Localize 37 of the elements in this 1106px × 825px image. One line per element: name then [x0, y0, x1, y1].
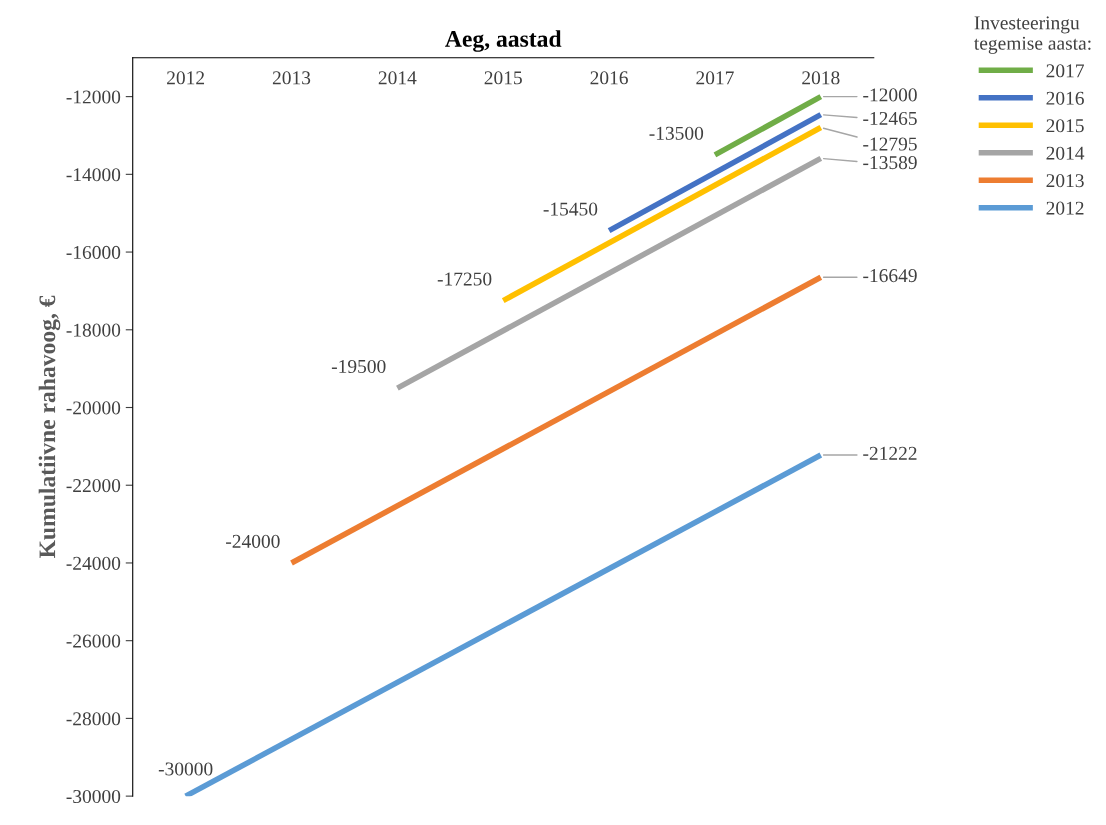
data-label: -17250: [437, 272, 492, 286]
data-label: -13589: [863, 156, 917, 170]
x-tick-label: 2014: [378, 71, 417, 85]
y-tick-label: -18000: [66, 323, 121, 337]
x-tick-label: 2015: [484, 71, 522, 85]
x-tick-label: 2012: [167, 71, 205, 85]
y-tick-label: -22000: [66, 479, 121, 493]
data-label: -21222: [863, 446, 917, 460]
chart-title: Aeg, aastad: [445, 30, 562, 52]
y-axis-title: Kumulatiivne rahavoog, €: [38, 295, 61, 559]
x-tick-label: 2018: [802, 71, 840, 85]
data-label: -19500: [331, 359, 386, 374]
legend-title: Investeeringu tegemise aasta:: [974, 16, 1091, 54]
data-label: -12000: [863, 88, 917, 102]
y-tick-label: -14000: [66, 168, 121, 182]
x-tick-label: 2016: [590, 71, 628, 85]
data-label: -13500: [649, 126, 704, 140]
y-tick-label: -24000: [66, 556, 121, 570]
data-label: -12465: [863, 111, 917, 126]
data-label: -24000: [226, 534, 280, 548]
y-tick-label: -16000: [66, 245, 121, 259]
y-tick-label: -26000: [66, 634, 121, 648]
data-label: -16649: [863, 269, 917, 283]
x-tick-label: 2017: [696, 71, 734, 85]
y-tick-label: -20000: [66, 401, 121, 415]
legend-label: 2016: [1046, 91, 1084, 105]
legend-label: 2013: [1046, 174, 1084, 188]
data-label: -30000: [158, 762, 213, 776]
x-tick-label: 2013: [272, 71, 311, 85]
legend-label: 2014: [1046, 146, 1085, 160]
y-tick-label: -28000: [66, 712, 121, 726]
y-tick-label: -30000: [66, 789, 121, 804]
data-label: -12795: [863, 137, 917, 151]
legend-label: 2015: [1046, 119, 1084, 133]
data-label: -15450: [543, 202, 598, 216]
legend-label: 2012: [1046, 201, 1084, 215]
y-tick-label: -12000: [66, 90, 121, 104]
